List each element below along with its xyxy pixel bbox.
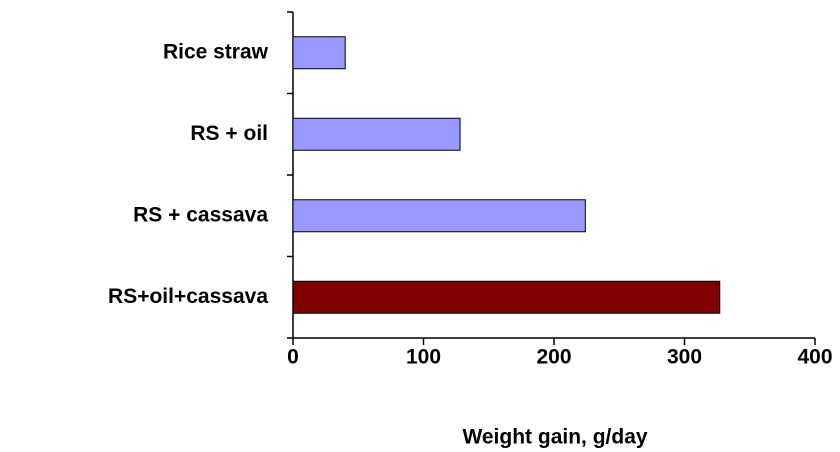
- y-tick-label: RS+oil+cassava: [108, 285, 268, 308]
- y-tick-label: Rice straw: [163, 40, 269, 63]
- x-tick-label: 200: [536, 346, 571, 369]
- y-tick-label: RS + cassava: [133, 203, 268, 226]
- bar: [292, 117, 461, 151]
- bar: [292, 280, 721, 314]
- bar: [292, 199, 586, 233]
- x-tick-label: 400: [797, 346, 832, 369]
- x-tick-label: 100: [406, 346, 441, 369]
- bar: [292, 36, 346, 70]
- y-tick-label: RS + oil: [190, 122, 268, 145]
- x-axis-label: Weight gain, g/day: [462, 426, 647, 449]
- x-tick-label: 0: [287, 346, 299, 369]
- x-tick-label: 300: [667, 346, 702, 369]
